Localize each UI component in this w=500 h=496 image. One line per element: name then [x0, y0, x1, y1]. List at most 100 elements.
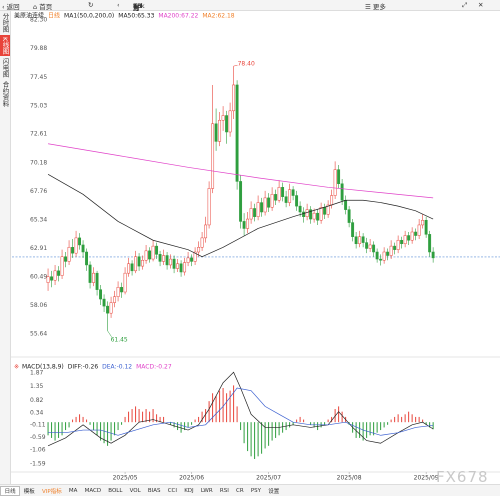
candle-body — [284, 196, 288, 203]
y-tick-label: 0.82 — [30, 397, 44, 404]
refresh-button[interactable]: ↻ — [88, 1, 94, 9]
indicator-tab[interactable]: CCI — [167, 488, 178, 494]
indicator-tab[interactable]: CR — [236, 488, 244, 494]
indicator-tab[interactable]: 设置 — [268, 489, 280, 495]
y-tick-label: 1.87 — [30, 370, 44, 377]
candle-body — [148, 250, 152, 260]
period-button[interactable]: 月 — [133, 4, 140, 12]
candle-body — [267, 197, 271, 208]
indicator-tab[interactable]: 模板 — [23, 489, 35, 495]
candle-body — [354, 236, 358, 245]
candle-body — [225, 115, 229, 133]
indicator-tab[interactable]: MACD — [84, 488, 102, 494]
candle-body — [421, 219, 425, 226]
candle-body — [67, 247, 71, 262]
candle-body — [431, 251, 435, 259]
period-button[interactable]: 2H — [133, 2, 143, 10]
candle-body — [400, 239, 404, 245]
candle-body — [197, 247, 201, 253]
candle-body — [99, 289, 103, 300]
candle-body — [270, 194, 274, 208]
chart: ※ 美原油连续 日线 MA1(50,0,200,0) MA50:65.33 MA200:… — [10, 12, 500, 482]
candle-body — [218, 119, 222, 142]
candle-body — [221, 115, 225, 121]
macd-line — [47, 371, 434, 447]
candle-body — [281, 187, 285, 197]
candle-body — [309, 209, 313, 220]
period-button[interactable]: 30 — [133, 2, 142, 10]
candle-body — [64, 256, 68, 262]
candle-body — [295, 195, 299, 207]
candle-body — [333, 169, 337, 196]
candle-body — [242, 221, 246, 229]
candle-body — [375, 251, 379, 260]
period-button[interactable]: 周 — [133, 4, 140, 12]
sidebar-tab[interactable]: 闪电图 — [1, 57, 9, 78]
ma-line — [47, 174, 434, 258]
sidebar-tab[interactable]: 合约资料 — [1, 81, 9, 108]
indicator-tab[interactable]: LWR — [200, 488, 213, 494]
more-button[interactable]: ☰ 更多 — [365, 3, 386, 11]
candle-body — [151, 245, 155, 260]
candle-body — [162, 255, 166, 262]
candle-body — [274, 194, 278, 201]
y-tick-label: -1.59 — [30, 460, 46, 467]
candle-body — [379, 258, 383, 261]
back-button[interactable]: ‹ 返回 — [2, 3, 20, 11]
back-arrow[interactable]: ‹ — [117, 1, 120, 9]
indicator-tab[interactable]: VIP指标 — [42, 489, 62, 495]
header-label: MACD(13,8,9) — [22, 364, 64, 371]
candle-body — [263, 197, 267, 213]
ma-line — [47, 143, 434, 199]
candle-body — [382, 251, 386, 261]
y-tick-label: -1.06 — [30, 447, 46, 454]
candle-body — [361, 236, 365, 243]
candle-body — [176, 263, 180, 269]
candle-body — [351, 222, 355, 237]
home-button[interactable]: ⌂ 首页 — [33, 3, 53, 11]
candle-body — [239, 181, 243, 222]
max-pointer — [233, 64, 238, 67]
candle-body — [253, 208, 257, 217]
indicator-tab[interactable]: 日线 — [0, 486, 21, 496]
sidebar-tab[interactable]: K线图 — [0, 34, 10, 56]
candle-body — [193, 251, 197, 262]
indicator-tab[interactable]: RSI — [219, 488, 229, 494]
indicator-tab[interactable]: BOLL — [108, 488, 123, 494]
candle-body — [190, 257, 194, 262]
indicator-tab[interactable]: KDJ — [184, 488, 194, 494]
candle-body — [183, 262, 187, 273]
candle-body — [389, 245, 393, 256]
indicator-tab[interactable]: MA — [68, 488, 78, 494]
candle-body — [428, 234, 432, 253]
header-label: MA1(50,0,200,0) — [64, 13, 114, 20]
period-button[interactable]: 4H — [133, 2, 143, 10]
period-button[interactable]: 日 — [133, 4, 140, 12]
icon[interactable]: ⤢ — [462, 1, 468, 9]
y-tick-label: 70.18 — [30, 159, 47, 166]
sidebar-tab[interactable]: 分时图 — [1, 13, 9, 33]
candle-body — [141, 259, 145, 267]
y-tick-label: -0.11 — [30, 422, 46, 429]
candle-body — [144, 250, 148, 261]
candle-body — [155, 245, 159, 255]
period-button[interactable]: 15 — [133, 2, 142, 10]
candle-body — [291, 189, 295, 196]
period-button[interactable]: tick — [133, 2, 145, 10]
min-pointer — [107, 330, 112, 337]
candle-body — [396, 239, 400, 250]
candle-body — [326, 204, 330, 215]
indicator-tab[interactable]: VOL — [129, 488, 141, 494]
icon[interactable]: ✕ — [478, 1, 484, 9]
candle-body — [186, 257, 190, 263]
macd-line — [48, 387, 434, 436]
indicator-tab[interactable]: BIAS — [147, 488, 161, 494]
candle-body — [85, 251, 89, 266]
candle-body — [134, 256, 138, 272]
candle-body — [158, 254, 162, 262]
candle-body — [200, 237, 204, 248]
period-button[interactable]: 5 — [133, 2, 138, 10]
indicator-tab[interactable]: PSY — [250, 488, 262, 494]
candle-body — [358, 236, 362, 245]
candle-body — [330, 195, 334, 206]
